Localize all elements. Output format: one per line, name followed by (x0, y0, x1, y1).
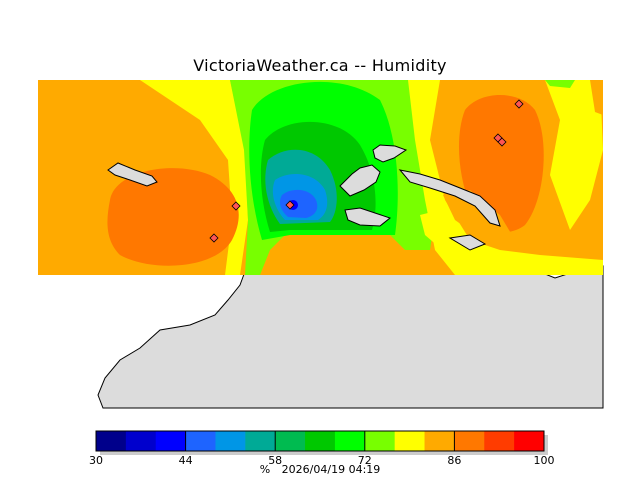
legend-tick-label: 86 (447, 454, 461, 467)
footer: % 2026/04/19 04:19 (0, 463, 640, 476)
legend-swatch (305, 431, 336, 451)
coastline (107, 144, 501, 251)
legend-swatch (484, 431, 515, 451)
unit-label: % (259, 463, 271, 476)
legend-swatches (95, 430, 548, 455)
island (372, 144, 408, 163)
station-marker[interactable] (231, 201, 241, 211)
legend-swatch (364, 431, 396, 451)
legend-tick-label: 58 (268, 454, 282, 467)
station-marker[interactable] (285, 200, 295, 210)
map-title: VictoriaWeather.ca -- Humidity (193, 56, 447, 75)
legend-tick-label: 44 (179, 454, 193, 467)
island (339, 164, 381, 197)
legend-swatch (155, 431, 187, 451)
legend-swatch (245, 431, 276, 451)
legend-swatch (96, 431, 127, 451)
legend-tick-label: 100 (534, 454, 555, 467)
island (344, 207, 392, 227)
humidity-field (38, 80, 603, 275)
legend-tick-label: 30 (89, 454, 103, 467)
station-marker[interactable] (514, 99, 524, 109)
legend-swatch (125, 431, 157, 451)
stations (209, 99, 524, 243)
legend-swatch (424, 431, 455, 451)
legend-swatch (394, 431, 426, 451)
island (448, 234, 487, 251)
timestamp: 2026/04/19 04:19 (281, 463, 381, 476)
legend-tick-label: 72 (358, 454, 372, 467)
legend-swatch (454, 431, 485, 451)
legend-swatch (514, 431, 545, 451)
legend-swatch (215, 431, 246, 451)
legend-swatch (334, 431, 366, 451)
station-marker[interactable] (497, 137, 507, 147)
station-marker[interactable] (209, 233, 219, 243)
legend-swatch (275, 431, 306, 451)
legend-swatch (185, 431, 216, 451)
island (107, 162, 158, 187)
island (398, 169, 501, 227)
legend-ticks: 30 44 58 72 86 100 (89, 431, 555, 467)
